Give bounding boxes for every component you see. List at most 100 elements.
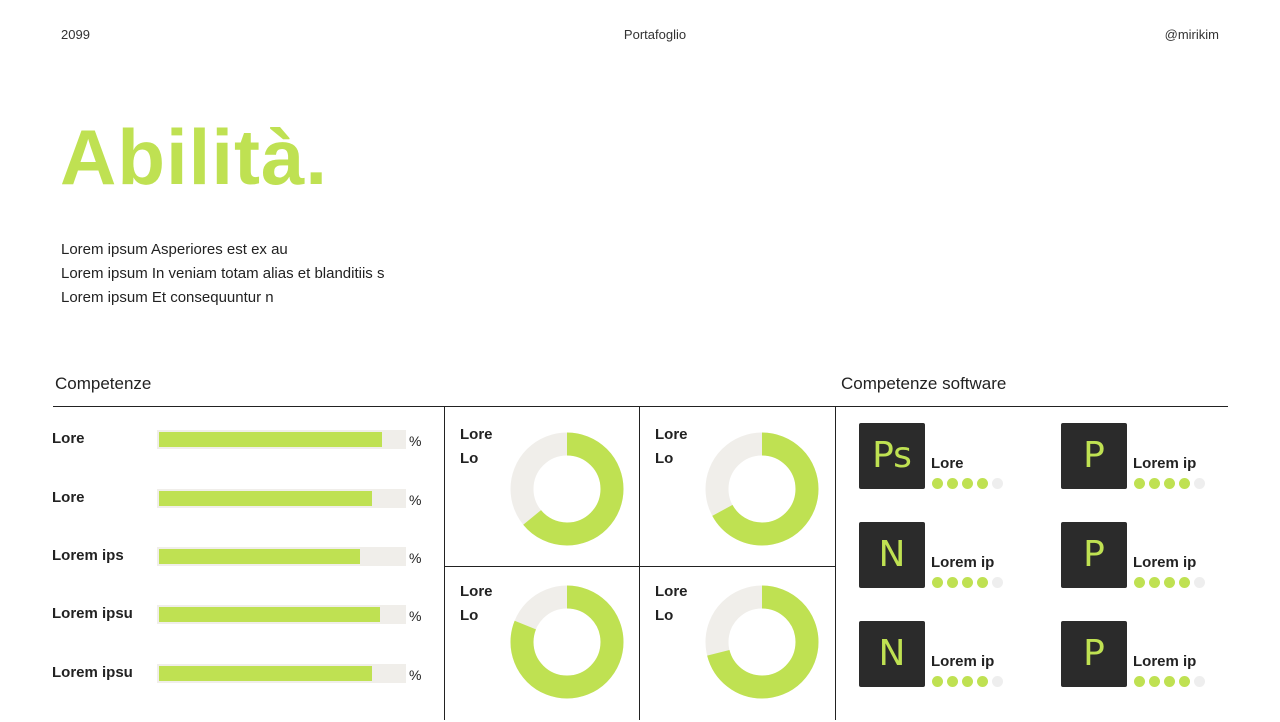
software-rating: [932, 476, 1007, 494]
rating-dot-filled: [1164, 478, 1175, 489]
skill-bar-track: [157, 489, 406, 508]
skill-bar-fill: [159, 607, 380, 622]
rating-dot-filled: [962, 577, 973, 588]
rating-dot-empty: [992, 676, 1003, 687]
grid-divider-v3: [835, 406, 836, 720]
rating-dot-filled: [1134, 478, 1145, 489]
page-title: Abilità.: [60, 113, 329, 201]
software-item: P Lorem ip: [1061, 423, 1261, 493]
skill-bar-percent: %: [409, 433, 422, 449]
skill-bar-percent: %: [409, 550, 422, 566]
rating-dot-empty: [1194, 676, 1205, 687]
rating-dot-empty: [1194, 478, 1205, 489]
donut-chart: [510, 585, 624, 699]
skill-bar-percent: %: [409, 492, 422, 508]
rating-dot-filled: [932, 478, 943, 489]
skill-bar-fill: [159, 432, 382, 447]
donut-arc: [705, 432, 819, 546]
photoshop-icon[interactable]: Ps: [859, 423, 925, 489]
skill-bar-row: Lore %: [0, 428, 440, 458]
header-handle[interactable]: @mirikim: [1164, 27, 1219, 42]
donut-label-line1: Lore: [460, 583, 493, 600]
skill-bar-track: [157, 664, 406, 683]
skill-bar-row: Lorem ipsu %: [0, 603, 440, 633]
skill-bar-label: Lorem ips: [52, 547, 124, 564]
intro-line-3: Lorem ipsum Et consequuntur n: [61, 289, 274, 306]
intro-text: Lorem ipsum Asperiores est ex au Lorem i…: [61, 238, 384, 310]
software-name: Lore: [931, 455, 964, 472]
rating-dot-filled: [1164, 577, 1175, 588]
donut-chart: [705, 432, 819, 546]
software-item: N Lorem ip: [859, 621, 1059, 691]
n-app-icon[interactable]: N: [859, 621, 925, 687]
software-item: P Lorem ip: [1061, 522, 1261, 592]
donut-label-line2: Lo: [460, 607, 479, 624]
p-app-icon[interactable]: P: [1061, 522, 1127, 588]
rating-dot-empty: [1194, 577, 1205, 588]
software-item: P Lorem ip: [1061, 621, 1261, 691]
section-title-software: Competenze software: [841, 374, 1007, 393]
donut-arc: [705, 585, 819, 699]
rating-dot-filled: [1149, 676, 1160, 687]
header-year: 2099: [61, 27, 90, 42]
donut-label-line2: Lo: [460, 450, 479, 467]
donut-label-line1: Lore: [460, 426, 493, 443]
grid-divider-v1: [444, 406, 445, 720]
software-name: Lorem ip: [931, 554, 995, 571]
donut-label-line1: Lore: [655, 426, 688, 443]
skill-bar-fill: [159, 549, 360, 564]
software-item: N Lorem ip: [859, 522, 1059, 592]
donut-card: Lore Lo: [640, 407, 832, 562]
rating-dot-filled: [1134, 676, 1145, 687]
grid-divider-h: [444, 566, 836, 567]
skill-bar-label: Lorem ipsu: [52, 605, 133, 622]
software-rating: [1134, 575, 1209, 593]
rating-dot-filled: [1179, 676, 1190, 687]
donut-chart: [510, 432, 624, 546]
donut-card: Lore Lo: [445, 407, 637, 562]
rating-dot-filled: [947, 676, 958, 687]
rating-dot-filled: [1179, 577, 1190, 588]
rating-dot-filled: [1149, 577, 1160, 588]
software-rating: [1134, 674, 1209, 692]
donut-label-line1: Lore: [655, 583, 688, 600]
software-rating: [932, 674, 1007, 692]
donut-chart: [705, 585, 819, 699]
section-title-skills: Competenze: [55, 374, 152, 393]
n-app-icon[interactable]: N: [859, 522, 925, 588]
rating-dot-filled: [947, 478, 958, 489]
software-rating: [1134, 476, 1209, 494]
software-name: Lorem ip: [1133, 455, 1197, 472]
rating-dot-filled: [962, 676, 973, 687]
rating-dot-filled: [977, 577, 988, 588]
software-name: Lorem ip: [931, 653, 995, 670]
rating-dot-empty: [992, 577, 1003, 588]
section-divider: [53, 406, 1228, 407]
rating-dot-filled: [1149, 478, 1160, 489]
rating-dot-filled: [1164, 676, 1175, 687]
skill-bar-row: Lorem ipsu %: [0, 662, 440, 692]
skill-bar-row: Lorem ips %: [0, 545, 440, 575]
donut-card: Lore Lo: [445, 567, 637, 722]
intro-line-2: Lorem ipsum In veniam totam alias et bla…: [61, 265, 385, 282]
intro-line-1: Lorem ipsum Asperiores est ex au: [61, 241, 288, 258]
skill-bar-row: Lore %: [0, 487, 440, 517]
donut-arc: [510, 432, 624, 546]
skill-bar-label: Lore: [52, 489, 85, 506]
donut-label-line2: Lo: [655, 607, 674, 624]
skill-bar-label: Lore: [52, 430, 85, 447]
rating-dot-empty: [992, 478, 1003, 489]
skill-bar-percent: %: [409, 667, 422, 683]
p-app-icon[interactable]: P: [1061, 621, 1127, 687]
rating-dot-filled: [932, 676, 943, 687]
skill-bar-track: [157, 605, 406, 624]
donut-label-line2: Lo: [655, 450, 674, 467]
skill-bar-fill: [159, 666, 373, 681]
skill-bar-track: [157, 547, 406, 566]
rating-dot-filled: [947, 577, 958, 588]
software-name: Lorem ip: [1133, 554, 1197, 571]
p-app-icon[interactable]: P: [1061, 423, 1127, 489]
skill-bar-percent: %: [409, 608, 422, 624]
header-portfolio-title: Portafoglio: [623, 27, 687, 42]
rating-dot-filled: [1179, 478, 1190, 489]
